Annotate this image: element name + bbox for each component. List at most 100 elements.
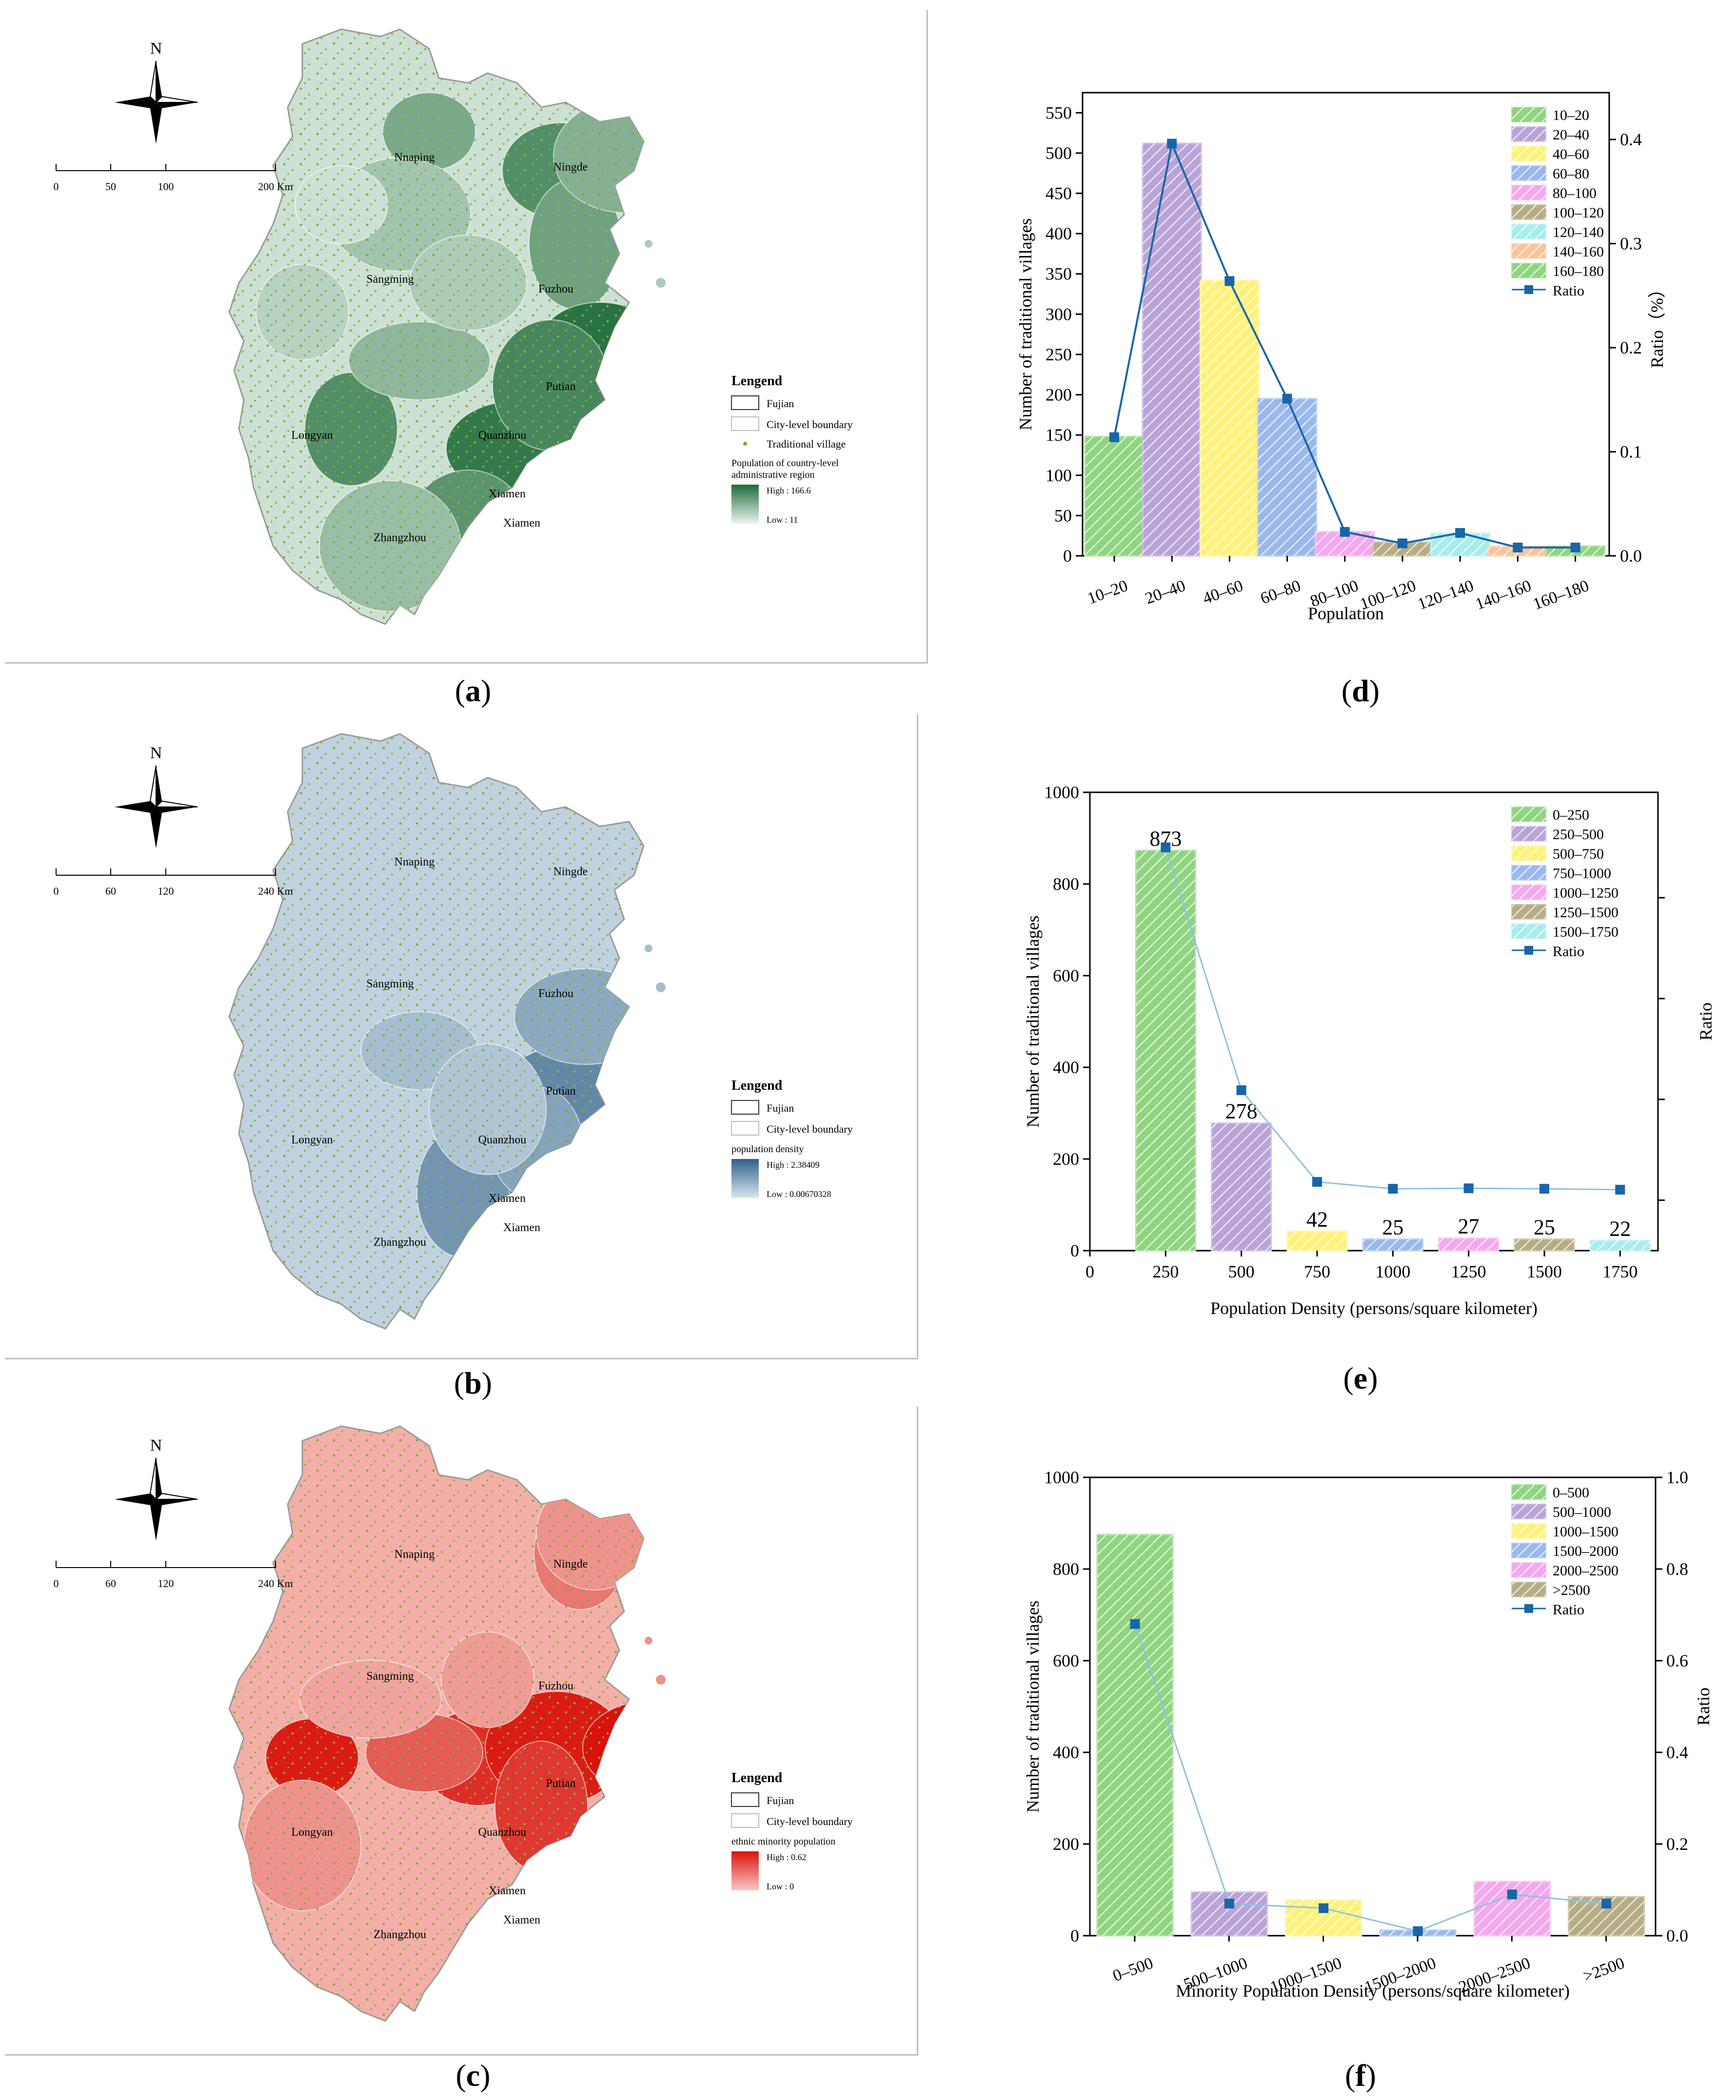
city-label: Fuzhou: [538, 987, 573, 1000]
city-label: Longyan: [291, 1134, 333, 1146]
ratio-point: [1236, 1085, 1246, 1095]
legend-city-swatch: [731, 1813, 759, 1828]
city-label: Quanzhou: [478, 1826, 527, 1839]
legend-label: 1000–1250: [1553, 885, 1618, 901]
y-tick-label: 0: [1063, 546, 1072, 566]
ratio-point: [1413, 1926, 1423, 1936]
bar-hatch: [1515, 1239, 1574, 1251]
ratio-point: [1130, 1619, 1140, 1629]
y-tick-label: 200: [1046, 385, 1072, 405]
y-tick-label: 200: [1053, 1834, 1079, 1854]
city-label: Longyan: [291, 1826, 333, 1839]
x-tick-label: 10–20: [1085, 577, 1130, 608]
city-label: Xiamen: [503, 1221, 540, 1234]
legend-village-dot: [743, 442, 747, 446]
scale-tick-label: 200 Km: [258, 180, 293, 193]
y2-tick-label: 0.4: [1666, 1743, 1688, 1762]
y-tick-label: 600: [1053, 966, 1079, 985]
x-tick-label: 750: [1304, 1262, 1330, 1281]
compass-north-label: N: [150, 1436, 162, 1454]
city-label: Zhangzhou: [374, 1928, 426, 1941]
legend-title: Lengend: [731, 1770, 783, 1786]
map-panel-c: Nnaping Ningde Sangming Fuzhou Putian Longyan…: [0, 1407, 922, 2056]
x-axis-title: Minority Population Density (persons/squ…: [1176, 1981, 1570, 2001]
compass-north-label: N: [150, 744, 162, 762]
legend-city-label: City-level boundary: [767, 1123, 853, 1135]
y2-tick-label: 0.0: [1620, 546, 1642, 566]
ratio-point: [1455, 528, 1465, 538]
y-tick-label: 150: [1046, 425, 1072, 445]
legend-label: 500–750: [1553, 846, 1604, 862]
y2-axis-title: Ratio: [1696, 1002, 1712, 1040]
city-label: Zhangzhou: [374, 531, 426, 544]
legend-label: 140–160: [1553, 244, 1604, 260]
x-axis-title: Population: [1308, 604, 1384, 623]
ratio-point: [1539, 1184, 1549, 1194]
island: [656, 1675, 666, 1685]
north-arrow-icon: N: [115, 39, 198, 144]
x-tick-label: 140–160: [1473, 577, 1534, 613]
city-label: Xiamen: [503, 517, 540, 530]
city-label: Sangming: [366, 1670, 414, 1683]
legend-city-swatch: [731, 1121, 759, 1136]
legend-high-label: High : 166.6: [767, 486, 811, 495]
legend-label: 20–40: [1553, 127, 1589, 143]
scale-tick-label: 240 Km: [258, 885, 293, 897]
x-tick-label: 0–500: [1110, 1954, 1156, 1985]
city-label: Quanzhou: [478, 1134, 527, 1146]
city-label: Ningde: [553, 161, 588, 174]
traditional-village-points: [229, 29, 644, 624]
y-axis-title: Number of traditional villages: [1016, 218, 1035, 431]
legend-fujian-swatch: [731, 1792, 759, 1807]
x-tick-label: 1500: [1527, 1262, 1562, 1281]
legend-label: 1250–1500: [1553, 904, 1618, 921]
legend-high-label: High : 0.62: [767, 1852, 807, 1862]
legend-swatch-hatch: [1512, 826, 1546, 841]
ratio-point: [1340, 527, 1350, 537]
legend-label: Ratio: [1553, 943, 1584, 960]
legend-fujian-label: Fujian: [767, 1794, 794, 1806]
legend-high-label: High : 2.38409: [767, 1160, 820, 1170]
legend-ratio-marker: [1524, 1604, 1533, 1613]
bar-hatch: [1191, 1892, 1267, 1936]
scale-tick-label: 0: [54, 885, 59, 897]
bar-data-label: 42: [1306, 1208, 1328, 1232]
y-tick-label: 450: [1046, 184, 1072, 203]
city-label: Fuzhou: [538, 283, 573, 295]
ratio-point: [1161, 842, 1171, 852]
city-label: Xiamen: [489, 1192, 526, 1205]
y-tick-label: 100: [1046, 466, 1072, 485]
x-axis-title: Population Density (persons/square kilom…: [1210, 1298, 1538, 1318]
caption-b: (b): [454, 1366, 493, 1400]
bar-hatch: [1085, 436, 1144, 556]
legend-label: 1500–1750: [1553, 924, 1618, 940]
legend-label: 80–100: [1553, 185, 1597, 201]
legend-swatch-hatch: [1512, 1504, 1546, 1519]
traditional-village-points: [229, 1426, 644, 2021]
y2-tick-label: 0.2: [1666, 1834, 1688, 1854]
island: [645, 944, 652, 952]
legend-label: 2000–2500: [1553, 1563, 1618, 1579]
legend-ratio-marker: [1524, 285, 1533, 294]
county-regions: [229, 734, 644, 1329]
y-tick-label: 400: [1046, 224, 1072, 243]
ratio-point: [1319, 1903, 1329, 1913]
ratio-point: [1282, 393, 1292, 404]
scale-tick-label: 60: [105, 885, 116, 897]
map-legend: Lengend Fujian City-level boundary ethnic m…: [731, 1770, 853, 1891]
map-legend: Lengend Fujian City-level boundary populati…: [731, 1078, 853, 1199]
bar-data-label: 22: [1609, 1217, 1631, 1240]
y-tick-label: 800: [1053, 874, 1079, 894]
x-tick-label: 0: [1085, 1262, 1094, 1281]
chart-legend: 10–20 20–40 40–60 60–80 80–100 100–120 120–140…: [1511, 107, 1604, 299]
city-label: Putian: [546, 1777, 575, 1790]
legend-title: Lengend: [731, 1078, 783, 1093]
y-tick-label: 250: [1046, 345, 1072, 364]
legend-ramp-title: ethnic minority population: [731, 1836, 835, 1847]
ratio-point: [1507, 1889, 1517, 1900]
caption-d: (d): [1341, 673, 1380, 708]
legend-swatch-hatch: [1512, 1543, 1546, 1558]
legend-fujian-swatch: [731, 1100, 759, 1115]
fujian-map-a: Nnaping Ningde Sangming Fuzhou Putian Longyan…: [54, 28, 853, 625]
city-label: Quanzhou: [478, 429, 527, 442]
